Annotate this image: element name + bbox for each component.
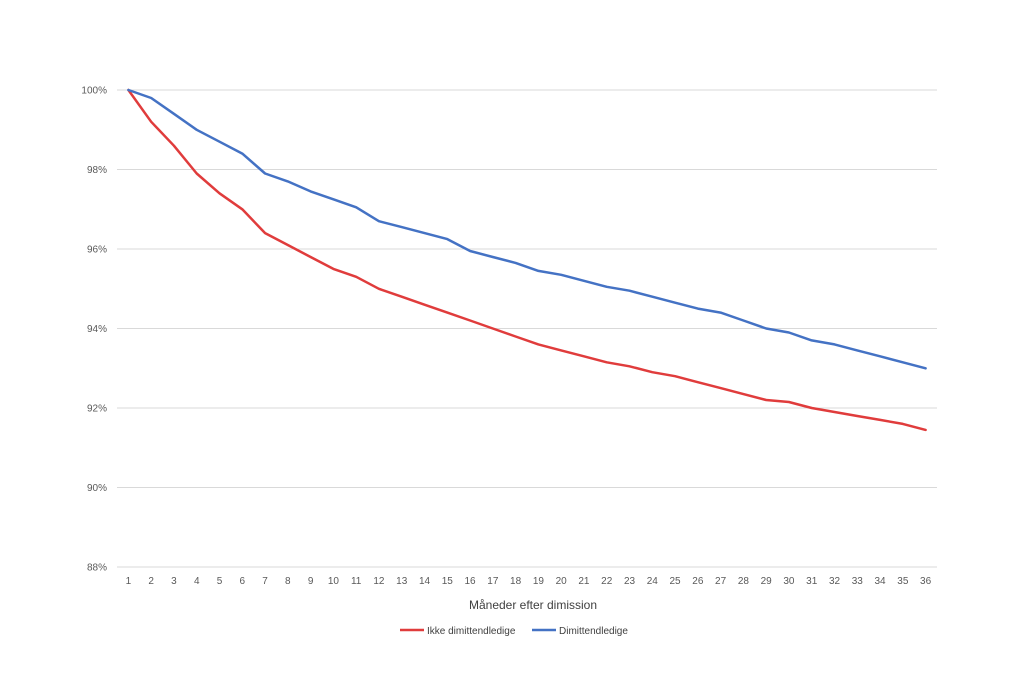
x-tick-label: 10 <box>328 576 340 587</box>
x-tick-label: 36 <box>920 576 932 587</box>
y-tick-label: 90% <box>87 483 107 494</box>
x-tick-label: 23 <box>624 576 636 587</box>
legend: Ikke dimittendledige Dimittendledige <box>400 626 628 637</box>
x-tick-label: 13 <box>396 576 408 587</box>
x-axis-title: Måneder efter dimission <box>469 598 597 612</box>
x-tick-label: 35 <box>897 576 909 587</box>
x-tick-label: 33 <box>852 576 864 587</box>
x-tick-label: 34 <box>874 576 886 587</box>
x-tick-label: 28 <box>738 576 750 587</box>
x-tick-label: 4 <box>194 576 200 587</box>
y-tick-label: 94% <box>87 324 107 335</box>
x-tick-label: 15 <box>442 576 454 587</box>
x-tick-label: 32 <box>829 576 841 587</box>
x-tick-label: 7 <box>262 576 268 587</box>
x-tick-label: 16 <box>464 576 476 587</box>
x-tick-label: 30 <box>783 576 795 587</box>
x-tick-label: 5 <box>217 576 223 587</box>
x-tick-label: 6 <box>239 576 245 587</box>
y-tick-label: 100% <box>81 86 107 97</box>
x-tick-label: 12 <box>373 576 385 587</box>
x-tick-label: 25 <box>669 576 681 587</box>
x-tick-label: 24 <box>647 576 659 587</box>
x-tick-label: 17 <box>487 576 499 587</box>
x-tick-label: 19 <box>533 576 545 587</box>
series-line-dimittendledige <box>127 88 927 370</box>
y-axis-ticks: 88% 90% 92% 94% 96% 98% 100% <box>81 86 107 574</box>
legend-label-dimittendledige: Dimittendledige <box>559 626 628 637</box>
y-tick-label: 92% <box>87 404 107 415</box>
x-tick-label: 31 <box>806 576 818 587</box>
x-tick-label: 3 <box>171 576 177 587</box>
x-tick-label: 27 <box>715 576 727 587</box>
x-tick-label: 29 <box>761 576 773 587</box>
x-tick-label: 11 <box>351 576 362 587</box>
x-tick-label: 21 <box>578 576 590 587</box>
series-line-ikke-dimittendledige <box>127 88 927 432</box>
x-tick-label: 1 <box>126 576 132 587</box>
y-tick-label: 98% <box>87 165 107 176</box>
x-tick-label: 2 <box>148 576 154 587</box>
x-tick-label: 26 <box>692 576 704 587</box>
legend-label-ikke-dimittendledige: Ikke dimittendledige <box>427 626 516 637</box>
x-tick-label: 14 <box>419 576 431 587</box>
x-tick-label: 9 <box>308 576 314 587</box>
gridlines <box>117 89 937 568</box>
x-axis-ticks: 1 2 3 4 5 6 7 8 9 10 11 12 13 14 15 16 17 18 19 20 21 22 23 24 2… <box>126 576 932 587</box>
x-tick-label: 22 <box>601 576 613 587</box>
x-tick-label: 20 <box>556 576 568 587</box>
x-tick-label: 18 <box>510 576 522 587</box>
y-tick-label: 96% <box>87 245 107 256</box>
y-tick-label: 88% <box>87 563 107 574</box>
series-lines <box>127 88 927 432</box>
x-tick-label: 8 <box>285 576 291 587</box>
